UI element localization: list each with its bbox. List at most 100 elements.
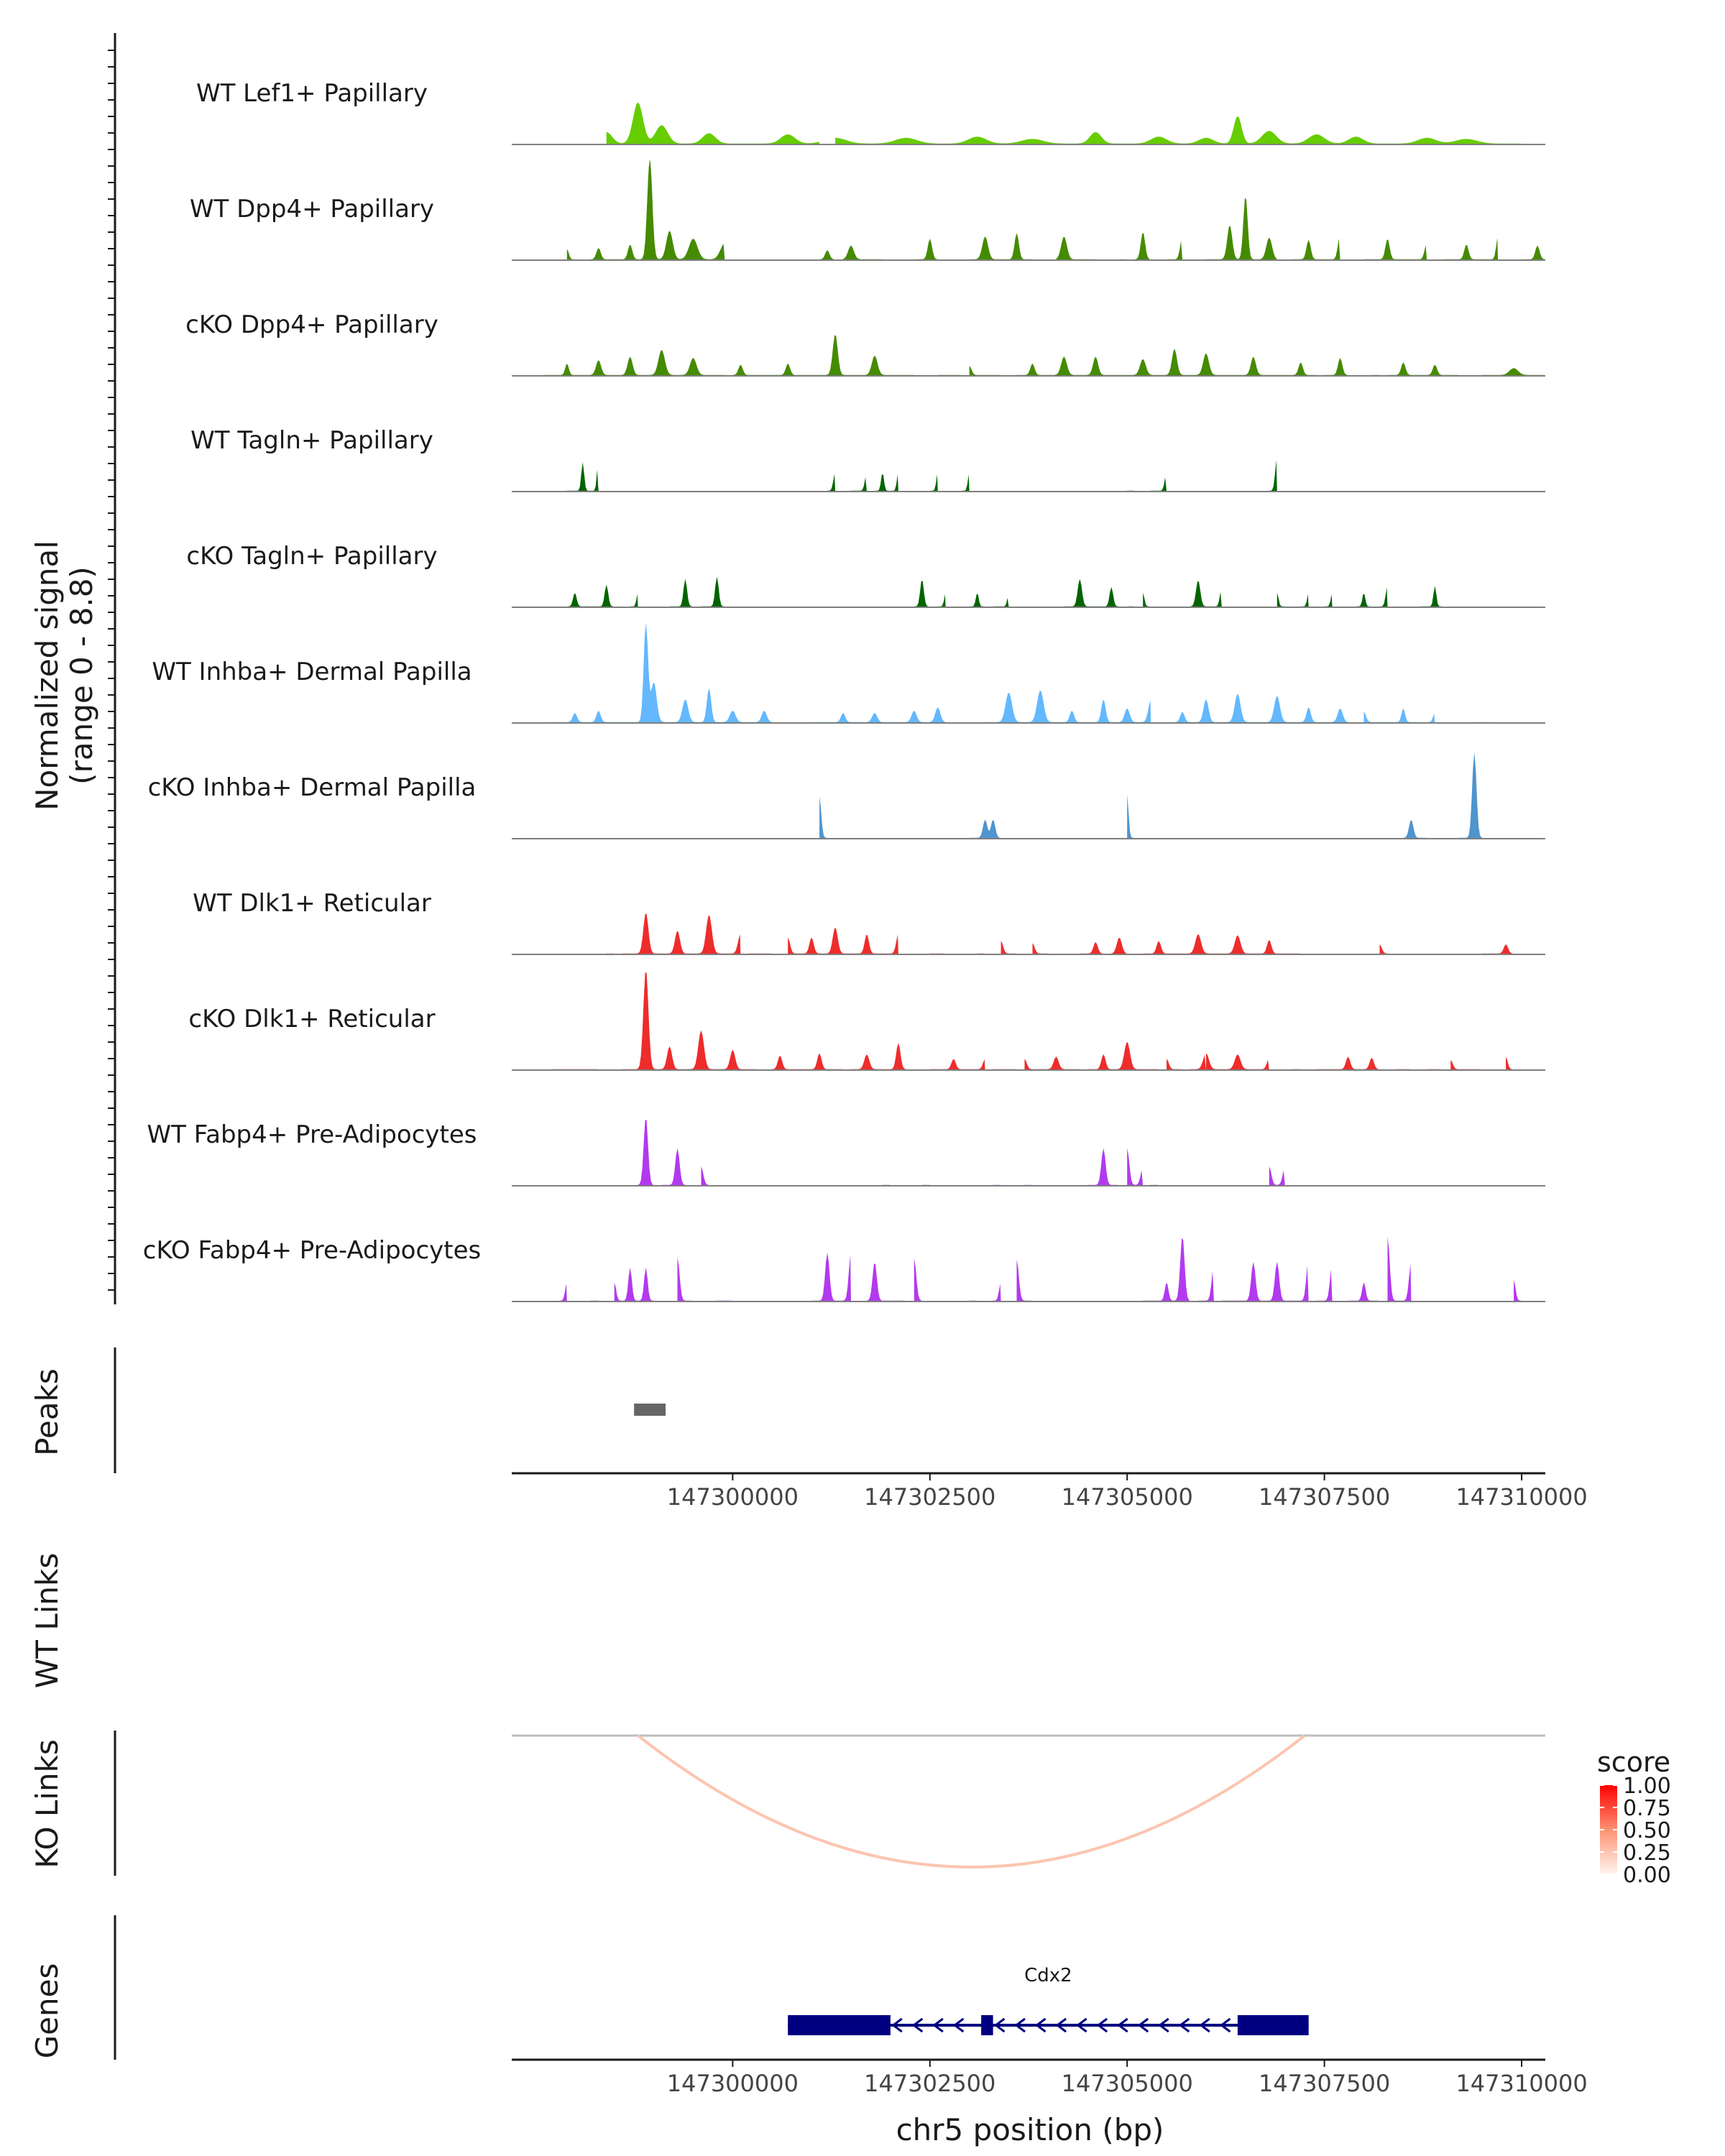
coverage-track: WT Dlk1+ Reticular bbox=[193, 889, 1545, 955]
strand-arrow bbox=[1178, 2017, 1190, 2033]
coverage-area bbox=[1237, 116, 1522, 144]
coverage-area bbox=[969, 819, 1001, 839]
legend-tick-label: 0.75 bbox=[1623, 1796, 1671, 1821]
coverage-area bbox=[985, 691, 1151, 723]
coverage-area bbox=[1190, 581, 1222, 607]
peaks-track-label: Peaks bbox=[29, 1368, 65, 1456]
coverage-track: cKO Dlk1+ Reticular bbox=[188, 972, 1545, 1071]
coverage-area bbox=[1174, 694, 1348, 723]
x-axis-lower-tick-label: 147300000 bbox=[667, 2070, 799, 2097]
strand-arrow bbox=[1096, 2017, 1108, 2033]
track-label: WT Lef1+ Papillary bbox=[196, 79, 428, 108]
x-axis-lower-tick-label: 147307500 bbox=[1259, 2070, 1390, 2097]
coverage-area bbox=[827, 928, 898, 954]
coverage-area bbox=[827, 474, 836, 492]
coverage-area bbox=[645, 160, 725, 260]
coverage-area bbox=[819, 250, 836, 260]
coverage-track: WT Inhba+ Dermal Papilla bbox=[152, 622, 1545, 724]
track-label: cKO Fabp4+ Pre-Adipocytes bbox=[143, 1236, 482, 1265]
coverage-area bbox=[1143, 934, 1246, 954]
wt-links-label: WT Links bbox=[29, 1553, 65, 1688]
gene-name-label: Cdx2 bbox=[1024, 1965, 1072, 1986]
coverage-ylabel-line2: (range 0 - 8.8) bbox=[64, 566, 99, 785]
coverage-track: WT Tagln+ Papillary bbox=[190, 426, 1545, 492]
coverage-area bbox=[1292, 239, 1340, 260]
coverage-track: WT Dpp4+ Papillary bbox=[190, 160, 1545, 261]
coverage-area bbox=[811, 707, 946, 723]
coverage-area bbox=[1087, 1148, 1120, 1186]
coverage-area bbox=[1111, 938, 1128, 954]
strand-arrow bbox=[1076, 2017, 1087, 2033]
track-label: cKO Dpp4+ Papillary bbox=[185, 310, 438, 339]
coverage-area bbox=[732, 364, 796, 376]
strand-arrow bbox=[911, 2017, 924, 2033]
coverage-area bbox=[835, 116, 1246, 144]
coverage-area bbox=[929, 474, 938, 492]
coverage-track: cKO Inhba+ Dermal Papilla bbox=[148, 752, 1545, 839]
coverage-area bbox=[1316, 1269, 1333, 1302]
coverage-area bbox=[1379, 944, 1388, 954]
coverage-area bbox=[1143, 592, 1151, 607]
coverage-area bbox=[551, 622, 773, 723]
coverage-area bbox=[566, 462, 599, 492]
coverage-track: WT Lef1+ Papillary bbox=[196, 79, 1545, 145]
x-axis-upper-tick-label: 147302500 bbox=[864, 1483, 995, 1511]
track-label: cKO Dlk1+ Reticular bbox=[188, 1005, 435, 1033]
coverage-area bbox=[1522, 245, 1545, 260]
coverage-area bbox=[1300, 594, 1309, 607]
coverage-area bbox=[1514, 1280, 1522, 1302]
x-axis-lower-tick-label: 147302500 bbox=[864, 2070, 995, 2097]
coverage-area bbox=[1190, 1055, 1206, 1070]
coverage-area bbox=[1363, 709, 1420, 723]
coverage-area bbox=[1032, 943, 1049, 954]
coverage-area bbox=[914, 581, 930, 607]
coverage-area bbox=[622, 913, 741, 954]
coverage-area bbox=[630, 594, 638, 607]
coverage-area bbox=[1403, 820, 1427, 839]
strand-arrow bbox=[1014, 2017, 1026, 2033]
coverage-area bbox=[701, 576, 725, 607]
coverage-area bbox=[874, 474, 891, 492]
coverage-area bbox=[969, 366, 1001, 376]
track-label: cKO Inhba+ Dermal Papilla bbox=[148, 773, 477, 802]
coverage-area bbox=[993, 598, 1009, 607]
coverage-area bbox=[937, 594, 946, 607]
coverage-area bbox=[1087, 1042, 1159, 1070]
legend-tick-label: 1.00 bbox=[1623, 1774, 1671, 1799]
coverage-area bbox=[590, 160, 654, 260]
coverage-area bbox=[811, 1252, 851, 1302]
gene-exon bbox=[1237, 2015, 1309, 2035]
coverage-area bbox=[1127, 794, 1136, 839]
x-axis-lower-tick-label: 147305000 bbox=[1062, 2070, 1193, 2097]
coverage-area bbox=[1348, 1282, 1380, 1302]
coverage-area bbox=[1151, 477, 1167, 492]
coverage-track: cKO Dpp4+ Papillary bbox=[185, 310, 1545, 377]
coverage-area bbox=[1198, 1271, 1214, 1302]
coverage-area bbox=[1356, 594, 1372, 607]
coverage-area bbox=[590, 584, 615, 607]
x-axis-upper: 147300000 147302500 147305000 147307500 1473… bbox=[512, 1472, 1588, 1511]
strand-arrow bbox=[952, 2017, 965, 2033]
coverage-area bbox=[890, 474, 898, 492]
coverage-track: cKO Fabp4+ Pre-Adipocytes bbox=[143, 1236, 1545, 1302]
coverage-area bbox=[558, 1284, 567, 1302]
coverage-area bbox=[1261, 1261, 1309, 1302]
coverage-area bbox=[622, 972, 757, 1070]
coverage-area bbox=[914, 1258, 922, 1302]
coverage-area bbox=[1080, 941, 1104, 954]
strand-arrow bbox=[891, 2017, 903, 2033]
coverage-area bbox=[701, 1166, 709, 1186]
coverage-area bbox=[1127, 1148, 1144, 1186]
track-label: WT Inhba+ Dermal Papilla bbox=[152, 658, 472, 686]
coverage-area bbox=[614, 1267, 654, 1302]
strand-arrow bbox=[993, 2017, 1006, 2033]
genes-track: Cdx2 bbox=[114, 1915, 1309, 2060]
strand-arrow bbox=[1158, 2017, 1169, 2033]
x-axis-upper-tick-label: 147300000 bbox=[667, 1483, 799, 1511]
coverage-area bbox=[1363, 239, 1427, 260]
coverage-area bbox=[819, 796, 828, 839]
coverage-area bbox=[1269, 1166, 1285, 1186]
legend-tick-label: 0.00 bbox=[1623, 1863, 1671, 1888]
coverage-area bbox=[669, 579, 694, 607]
